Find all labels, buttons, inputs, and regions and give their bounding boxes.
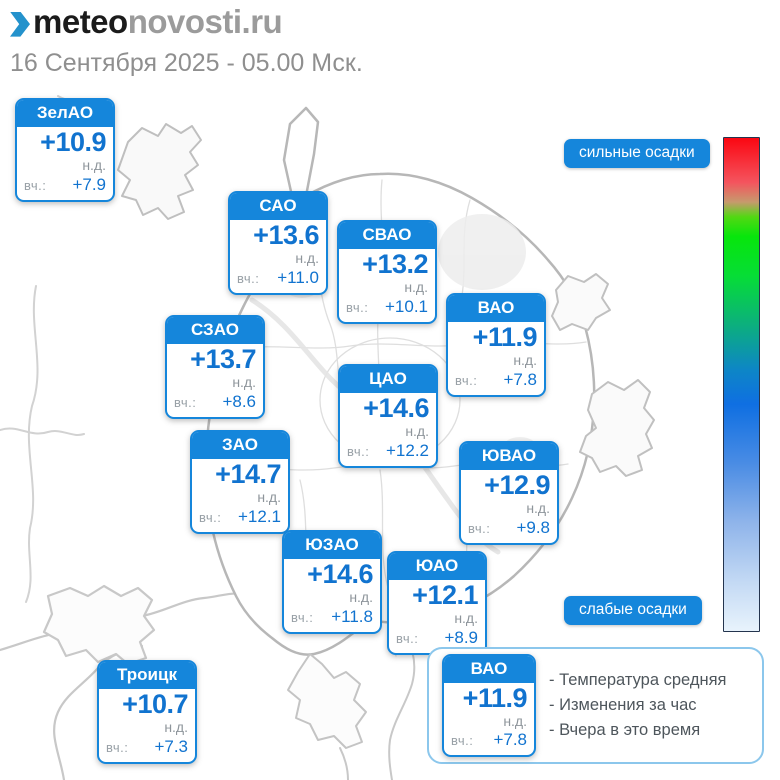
district-name: ЗелАО <box>17 100 113 127</box>
district-temperature: +14.6 <box>363 393 429 423</box>
yesterday-value: +11.0 <box>277 267 319 287</box>
logo-text-novosti: novosti.ru <box>127 3 283 40</box>
district-temperature: +10.7 <box>122 689 188 719</box>
yesterday-label: вч.: <box>106 739 129 755</box>
oblast-boundary-line <box>0 427 85 436</box>
district-card[interactable]: СЗАО +13.7 н.д. вч.: +8.6 <box>165 315 265 419</box>
legend-item: - Вчера в это время <box>549 721 701 739</box>
eastern-exclave <box>579 379 655 477</box>
hour-change-value: н.д. <box>405 423 429 440</box>
yesterday-value: +12.2 <box>385 440 429 460</box>
yesterday-value: +9.8 <box>516 517 550 537</box>
district-temperature: +14.7 <box>215 459 281 489</box>
district-name: ЮВАО <box>461 443 557 470</box>
logo-chevron-icon <box>10 11 30 37</box>
district-name: ВАО <box>448 295 544 322</box>
yesterday-label: вч.: <box>347 443 370 459</box>
precipitation-colorbar <box>723 137 760 632</box>
district-card[interactable]: САО +13.6 н.д. вч.: +11.0 <box>228 191 328 295</box>
yesterday-value: +8.9 <box>444 627 478 647</box>
district-card[interactable]: ЦАО +14.6 н.д. вч.: +12.2 <box>338 364 438 468</box>
district-name: САО <box>230 193 326 220</box>
district-temperature: +13.2 <box>362 249 428 279</box>
district-temperature: +14.6 <box>307 559 373 589</box>
district-card[interactable]: ЮВАО +12.9 н.д. вч.: +9.8 <box>459 441 559 545</box>
district-card[interactable]: ВАО +11.9 н.д. вч.: +7.8 <box>446 293 546 397</box>
strong-precipitation-label: сильные осадки <box>564 139 710 168</box>
page-header: meteo novosti.ru 16 Сентября 2025 - 05.00… <box>10 3 363 78</box>
district-card[interactable]: ЗелАО +10.9 н.д. вч.: +7.9 <box>15 98 115 202</box>
district-card[interactable]: ЮЗАО +14.6 н.д. вч.: +11.8 <box>282 530 382 634</box>
district-name: ЦАО <box>340 366 436 393</box>
hour-change-value: н.д. <box>526 500 550 517</box>
yesterday-value: +8.6 <box>222 391 256 411</box>
logo-text-meteo: meteo <box>33 3 128 40</box>
district-temperature: +10.9 <box>40 127 106 157</box>
yesterday-label: вч.: <box>346 299 369 315</box>
hour-change-value: н.д. <box>164 719 188 736</box>
weak-precipitation-label: слабые осадки <box>564 596 702 625</box>
district-name: ЮАО <box>389 553 485 580</box>
zelenograd-exclave <box>117 123 202 220</box>
troitsk-district-outline <box>42 584 156 666</box>
legend-items: - Температура средняя - Изменения за час… <box>549 671 726 740</box>
hour-change-value: н.д. <box>454 610 478 627</box>
district-name: ВАО <box>444 655 534 683</box>
district-card: ВАО +11.9 н.д. вч.: +7.8 <box>442 653 536 758</box>
district-name: СВАО <box>339 222 435 249</box>
hour-change-value: н.д. <box>404 279 428 296</box>
yesterday-value: +7.8 <box>503 369 537 389</box>
yesterday-label: вч.: <box>468 520 491 536</box>
hour-change-value: н.д. <box>82 157 106 174</box>
district-name: ЮЗАО <box>284 532 380 559</box>
district-name: ЗАО <box>192 432 288 459</box>
district-card[interactable]: ЗАО +14.7 н.д. вч.: +12.1 <box>190 430 290 534</box>
district-temperature: +13.7 <box>190 344 256 374</box>
yesterday-label: вч.: <box>24 177 47 193</box>
district-temperature: +11.9 <box>462 682 528 713</box>
yesterday-label: вч.: <box>455 372 478 388</box>
district-temperature: +12.1 <box>412 580 478 610</box>
date-line: 16 Сентября 2025 - 05.00 Мск. <box>10 49 363 78</box>
yesterday-label: вч.: <box>396 630 419 646</box>
hour-change-value: н.д. <box>503 712 527 729</box>
district-card[interactable]: СВАО +13.2 н.д. вч.: +10.1 <box>337 220 437 324</box>
yesterday-value: +11.8 <box>331 606 373 626</box>
district-temperature: +13.6 <box>253 220 319 250</box>
yesterday-value: +7.8 <box>493 730 527 750</box>
yesterday-label: вч.: <box>199 509 222 525</box>
district-name: СЗАО <box>167 317 263 344</box>
hour-change-value: н.д. <box>257 489 281 506</box>
yesterday-label: вч.: <box>291 609 314 625</box>
hour-change-value: н.д. <box>295 250 319 267</box>
legend-item: - Температура средняя <box>549 671 727 689</box>
district-temperature: +11.9 <box>472 322 538 352</box>
hour-change-value: н.д. <box>513 352 537 369</box>
yesterday-value: +10.1 <box>384 296 428 316</box>
yesterday-label: вч.: <box>451 733 474 749</box>
legend-item: - Изменения за час <box>549 696 697 714</box>
yesterday-value: +12.1 <box>237 506 281 526</box>
yesterday-value: +7.3 <box>154 736 188 756</box>
yesterday-label: вч.: <box>174 394 197 410</box>
district-temperature: +12.9 <box>484 470 550 500</box>
site-logo[interactable]: meteo novosti.ru <box>10 3 363 40</box>
yesterday-label: вч.: <box>237 270 260 286</box>
southern-district-outline <box>287 653 367 749</box>
hour-change-value: н.д. <box>232 374 256 391</box>
legend-sample-card-slot: ВАО +11.9 н.д. вч.: +7.8 <box>442 653 536 758</box>
yesterday-value: +7.9 <box>72 174 106 194</box>
eastern-exclave <box>551 273 611 331</box>
hour-change-value: н.д. <box>349 589 373 606</box>
legend-box: ВАО +11.9 н.д. вч.: +7.8 - Температура с… <box>427 647 764 764</box>
district-name: Троицк <box>99 662 195 689</box>
district-card[interactable]: Троицк +10.7 н.д. вч.: +7.3 <box>97 660 197 764</box>
district-card[interactable]: ЮАО +12.1 н.д. вч.: +8.9 <box>387 551 487 655</box>
